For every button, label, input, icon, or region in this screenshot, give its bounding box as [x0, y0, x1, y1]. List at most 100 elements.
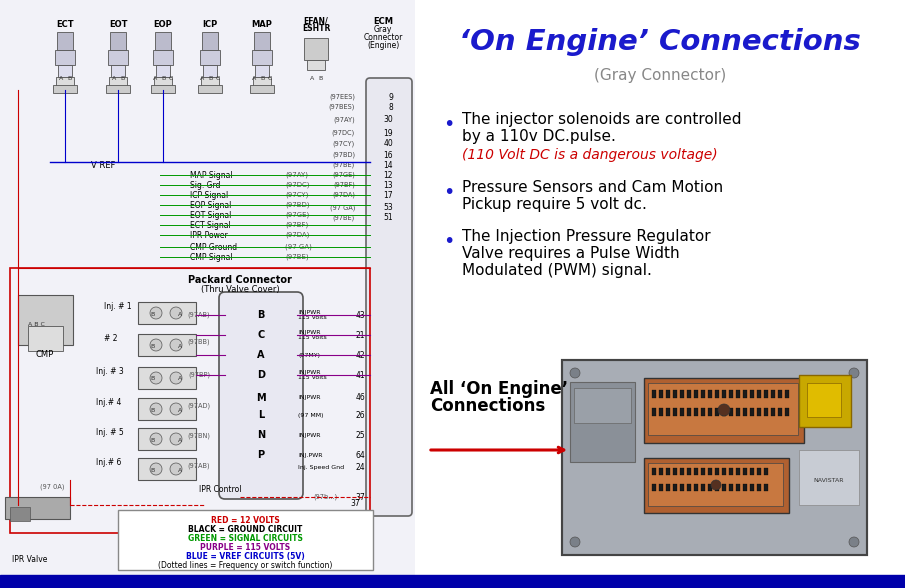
Text: (97b...): (97b...) [313, 494, 338, 500]
Bar [201, 77, 219, 87]
Text: CMP Ground: CMP Ground [190, 242, 237, 252]
Text: BLACK = GROUND CIRCUIT: BLACK = GROUND CIRCUIT [188, 525, 302, 534]
Bar [154, 77, 172, 87]
Circle shape [150, 372, 162, 384]
Text: Inj. # 5: Inj. # 5 [96, 428, 124, 437]
Bar [0, 575, 905, 588]
Bar [198, 85, 222, 93]
Text: (97BD): (97BD) [285, 202, 310, 208]
Text: The injector solenoids are controlled: The injector solenoids are controlled [462, 112, 741, 127]
Text: 46: 46 [356, 393, 365, 403]
Text: 64: 64 [356, 450, 365, 459]
Bar [729, 484, 733, 491]
Text: A: A [112, 76, 116, 81]
Text: The Injection Pressure Regulator: The Injection Pressure Regulator [462, 229, 710, 244]
Bar [687, 390, 691, 398]
Bar [666, 408, 670, 416]
Text: Valve requires a Pulse Width: Valve requires a Pulse Width [462, 246, 680, 261]
Bar [771, 408, 775, 416]
Text: B: B [150, 467, 154, 473]
Text: A: A [153, 76, 157, 81]
Bar [778, 390, 782, 398]
Bar [715, 408, 719, 416]
Bar [750, 390, 754, 398]
Bar [648, 383, 798, 435]
Text: B: B [208, 76, 212, 81]
Text: V REF: V REF [90, 161, 115, 169]
Text: 21: 21 [356, 330, 365, 339]
Bar [743, 408, 747, 416]
Bar [562, 360, 867, 555]
Text: EOT Signal: EOT Signal [190, 211, 232, 219]
Bar [694, 484, 698, 491]
Bar [254, 32, 270, 50]
Text: Connections: Connections [430, 397, 545, 415]
Text: A: A [178, 437, 182, 443]
Bar [778, 408, 782, 416]
Text: 8: 8 [388, 102, 393, 112]
Text: A: A [178, 376, 182, 382]
Text: A: A [310, 76, 314, 81]
Bar [799, 450, 859, 505]
Bar [764, 468, 768, 475]
Text: ECT: ECT [56, 20, 74, 29]
Bar [156, 65, 170, 77]
Text: 16: 16 [384, 151, 393, 159]
Bar [652, 408, 656, 416]
Text: INJPWR
115 Volts: INJPWR 115 Volts [298, 330, 327, 340]
Text: Inj. # 1: Inj. # 1 [104, 302, 131, 311]
Bar [715, 468, 719, 475]
Circle shape [170, 403, 182, 415]
Text: (97AY): (97AY) [285, 172, 308, 178]
Text: 13: 13 [384, 181, 393, 189]
Bar [680, 408, 684, 416]
Text: B: B [150, 437, 154, 443]
Text: 37: 37 [356, 493, 365, 502]
Text: # 2: # 2 [104, 334, 118, 343]
Bar [736, 484, 740, 491]
Text: B: B [260, 76, 264, 81]
Text: (97 MM): (97 MM) [298, 413, 323, 417]
Text: A: A [178, 467, 182, 473]
Text: INJPWR
115 Volts: INJPWR 115 Volts [298, 370, 327, 380]
Bar [53, 85, 77, 93]
Text: Gray: Gray [374, 25, 392, 34]
Text: •: • [443, 183, 454, 202]
Bar [562, 360, 867, 555]
Text: C: C [169, 76, 173, 81]
Bar [673, 468, 677, 475]
Text: MAP: MAP [252, 20, 272, 29]
Text: NAVISTAR: NAVISTAR [814, 477, 844, 483]
Bar [253, 77, 271, 87]
Bar [785, 390, 789, 398]
Text: (97BF): (97BF) [333, 182, 355, 188]
Bar [680, 390, 684, 398]
Text: (97BD): (97BD) [332, 152, 355, 158]
Text: IPR Control: IPR Control [199, 486, 242, 495]
Text: (Engine): (Engine) [367, 41, 399, 50]
Bar [687, 408, 691, 416]
Bar [729, 468, 733, 475]
Text: (Dotted lines = Frequency or switch function): (Dotted lines = Frequency or switch func… [157, 561, 332, 570]
FancyBboxPatch shape [219, 292, 303, 499]
Text: P: P [257, 450, 264, 460]
Bar [694, 408, 698, 416]
Text: M: M [256, 393, 266, 403]
Bar [138, 458, 196, 480]
Text: (97DA): (97DA) [285, 232, 310, 238]
Bar [203, 65, 217, 77]
Bar [764, 390, 768, 398]
Text: (97 GA): (97 GA) [285, 244, 312, 250]
Bar [757, 408, 761, 416]
Text: 26: 26 [356, 410, 365, 419]
Bar [307, 60, 325, 70]
Circle shape [570, 537, 580, 547]
Text: B: B [67, 76, 71, 81]
Bar [56, 77, 74, 87]
Bar [715, 484, 719, 491]
Bar [736, 468, 740, 475]
Text: IPR Power: IPR Power [190, 230, 228, 239]
Bar [799, 375, 851, 427]
Text: CMP: CMP [36, 350, 54, 359]
Text: L: L [258, 410, 264, 420]
